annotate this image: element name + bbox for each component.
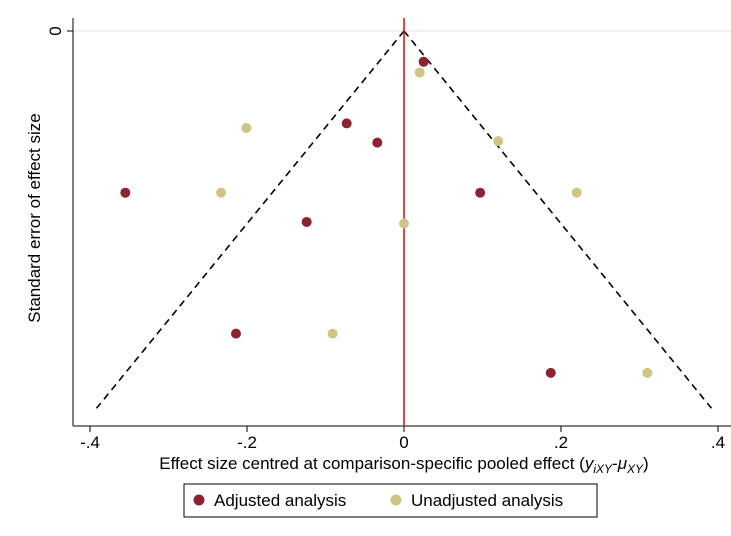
point-adjusted-0: [418, 56, 429, 67]
point-adjusted-3: [120, 187, 131, 198]
point-unadjusted-3: [216, 187, 227, 198]
x-axis-title-subscript-xy: XY: [626, 462, 644, 476]
point-unadjusted-4: [571, 187, 582, 198]
point-unadjusted-1: [241, 123, 252, 134]
x-axis-title-close: ): [643, 454, 649, 473]
data-points: [120, 56, 653, 378]
legend-marker-adjusted: [193, 494, 205, 506]
point-unadjusted-0: [414, 67, 425, 78]
point-adjusted-1: [341, 118, 352, 129]
x-axis-title-symbol-y: y: [584, 454, 595, 473]
legend-label-adjusted: Adjusted analysis: [214, 491, 346, 510]
point-adjusted-4: [475, 187, 486, 198]
y-axis-ticks: 0: [46, 26, 73, 36]
point-adjusted-6: [231, 328, 242, 339]
x-axis-title-text: Effect size centred at comparison-specif…: [159, 454, 585, 473]
x-axis-title: Effect size centred at comparison-specif…: [159, 454, 648, 476]
y-axis-title: Standard error of effect size: [25, 113, 44, 322]
x-tick-label-3: .2: [554, 433, 568, 452]
legend-label-unadjusted: Unadjusted analysis: [411, 491, 563, 510]
x-axis-title-symbol-mu: μ: [617, 454, 628, 473]
point-adjusted-7: [545, 367, 556, 378]
funnel-lines: [95, 30, 713, 409]
legend-marker-unadjusted: [390, 494, 402, 506]
legend: Adjusted analysis Unadjusted analysis: [183, 483, 598, 518]
legend-box: [183, 483, 598, 518]
funnel-line-left: [95, 30, 405, 409]
x-axis-title-minus: -: [612, 454, 618, 473]
x-axis-title-subscript-ixy: iXY: [593, 462, 613, 476]
x-axis-ticks: -.4 -.2 0 .2 .4: [80, 426, 725, 452]
point-unadjusted-2: [493, 136, 504, 147]
x-tick-label-1: -.2: [237, 433, 257, 452]
point-unadjusted-5: [399, 218, 409, 229]
point-unadjusted-6: [327, 328, 338, 339]
x-tick-label-0: -.4: [80, 433, 100, 452]
funnel-line-right: [403, 30, 713, 409]
x-tick-label-4: .4: [711, 433, 725, 452]
point-adjusted-2: [372, 137, 383, 148]
y-tick-label-0: 0: [46, 26, 65, 35]
point-adjusted-5: [301, 216, 312, 227]
axes: [72, 18, 731, 427]
point-unadjusted-7: [642, 367, 653, 378]
x-tick-label-2: 0: [399, 433, 408, 452]
